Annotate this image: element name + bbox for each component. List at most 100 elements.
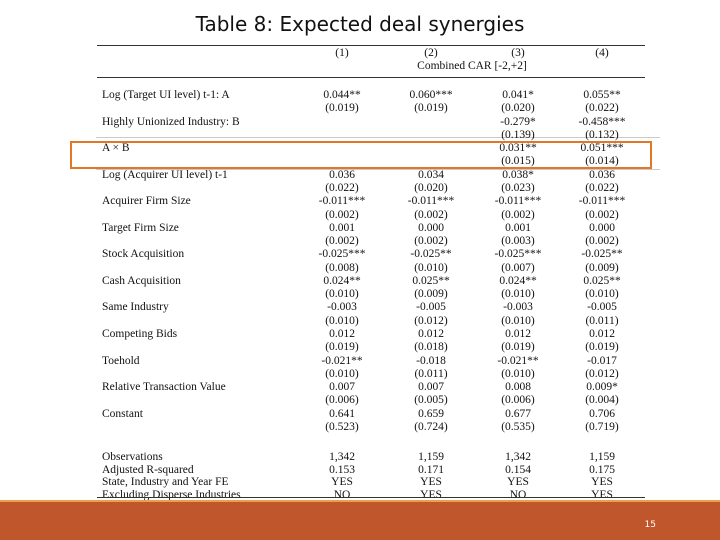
- row-label: Same Industry: [102, 301, 169, 314]
- table-cell: -0.025***: [494, 248, 542, 261]
- table-cell: (0.012): [414, 314, 448, 327]
- table-cell: NO: [333, 488, 351, 501]
- table-cell: -0.018: [416, 354, 446, 367]
- table-cell: 0.154: [505, 463, 531, 476]
- column-header-1: (1): [335, 47, 349, 59]
- dependent-variable-label: Combined CAR [-2,+2]: [417, 60, 527, 72]
- table-cell: 0.051***: [580, 142, 624, 155]
- table-cell: 0.000: [418, 221, 444, 234]
- table-cell: (0.020): [501, 102, 535, 115]
- table-cell: 0.009*: [586, 381, 618, 394]
- table-cell: 0.024**: [323, 274, 361, 287]
- table-cell: (0.009): [585, 261, 619, 274]
- table-cell: (0.007): [501, 261, 535, 274]
- table-cell: 1,159: [418, 451, 444, 463]
- table-cell: 0.641: [329, 407, 355, 420]
- table-cell: (0.022): [585, 181, 619, 194]
- row-label: Competing Bids: [102, 328, 178, 341]
- table-cell: -0.025**: [581, 248, 623, 261]
- table-cell: 0.060***: [409, 89, 453, 101]
- table-cell: (0.523): [325, 421, 359, 433]
- table-cell: YES: [420, 476, 442, 489]
- table-cell: -0.025**: [410, 248, 452, 261]
- column-header-2: (2): [424, 47, 438, 59]
- table-cell: YES: [420, 488, 442, 501]
- table-cell: (0.010): [501, 367, 535, 380]
- table-header-rule: [97, 77, 645, 78]
- table-cell: 0.012: [329, 328, 355, 341]
- table-cell: (0.006): [325, 394, 359, 407]
- table-cell: 0.041*: [502, 89, 534, 101]
- table-cell: (0.019): [414, 102, 448, 115]
- table-cell: YES: [331, 476, 353, 489]
- interaction-row-highlight: [70, 141, 652, 169]
- slide-footer: [0, 502, 720, 540]
- row-label: Cash Acquisition: [102, 274, 181, 287]
- table-cell: -0.011***: [407, 195, 455, 208]
- table-cell: (0.018): [414, 341, 448, 354]
- row-label: State, Industry and Year FE: [102, 476, 229, 489]
- table-cell: 0.055**: [583, 89, 621, 101]
- table-cell: (0.010): [325, 288, 359, 301]
- table-cell: -0.021**: [497, 354, 539, 367]
- column-header-4: (4): [595, 47, 609, 59]
- table-cell: (0.020): [414, 181, 448, 194]
- table-cell: 0.036: [329, 168, 355, 181]
- table-cell: (0.015): [501, 155, 535, 168]
- row-separator: [96, 137, 660, 138]
- row-label: Relative Transaction Value: [102, 381, 226, 394]
- table-cell: 0.007: [418, 381, 444, 394]
- table-cell: (0.010): [585, 288, 619, 301]
- footer-accent-line: [0, 500, 720, 502]
- table-cell: (0.009): [414, 288, 448, 301]
- row-label: Acquirer Firm Size: [102, 195, 191, 208]
- table-cell: -0.003: [503, 301, 533, 314]
- table-cell: -0.017: [587, 354, 617, 367]
- table-top-rule: [97, 45, 645, 46]
- table-cell: (0.535): [501, 421, 535, 433]
- table-cell: 1,342: [329, 451, 355, 463]
- table-cell: (0.019): [501, 341, 535, 354]
- table-cell: (0.011): [414, 367, 448, 380]
- table-cell: 0.001: [505, 221, 531, 234]
- table-cell: (0.010): [325, 314, 359, 327]
- row-label: Highly Unionized Industry: B: [102, 115, 240, 128]
- table-cell: 0.008: [505, 381, 531, 394]
- table-cell: (0.010): [414, 261, 448, 274]
- row-separator: [96, 169, 660, 170]
- table-cell: (0.010): [325, 367, 359, 380]
- table-cell: 0.024**: [499, 274, 537, 287]
- column-header-3: (3): [511, 47, 525, 59]
- table-cell: (0.002): [414, 208, 448, 221]
- table-bottom-rule: [97, 497, 645, 498]
- table-cell: 0.153: [329, 463, 355, 476]
- table-cell: -0.021**: [321, 354, 363, 367]
- table-cell: (0.002): [585, 208, 619, 221]
- table-cell: -0.011***: [578, 195, 626, 208]
- row-label: Toehold: [102, 354, 140, 367]
- table-cell: (0.008): [325, 261, 359, 274]
- table-cell: 0.012: [418, 328, 444, 341]
- table-cell: (0.004): [585, 394, 619, 407]
- table-cell: 0.031**: [499, 142, 537, 155]
- row-label: Target Firm Size: [102, 221, 179, 234]
- table-cell: YES: [591, 488, 613, 501]
- table-cell: 0.038*: [502, 168, 534, 181]
- row-label: Constant: [102, 407, 143, 420]
- table-cell: (0.002): [585, 235, 619, 248]
- table-cell: NO: [509, 488, 527, 501]
- table-cell: 0.036: [589, 168, 615, 181]
- table-cell: -0.003: [327, 301, 357, 314]
- table-cell: 0.001: [329, 221, 355, 234]
- table-cell: (0.002): [414, 235, 448, 248]
- table-cell: 0.012: [505, 328, 531, 341]
- table-cell: -0.005: [587, 301, 617, 314]
- table-cell: -0.025***: [318, 248, 366, 261]
- row-label: Adjusted R-squared: [102, 463, 194, 476]
- table-cell: 0.175: [589, 463, 615, 476]
- table-cell: 1,342: [505, 451, 531, 463]
- page-number: 15: [644, 520, 656, 530]
- table-cell: 0.000: [589, 221, 615, 234]
- row-label: Log (Acquirer UI level) t-1: [102, 168, 228, 181]
- table-cell: 1,159: [589, 451, 615, 463]
